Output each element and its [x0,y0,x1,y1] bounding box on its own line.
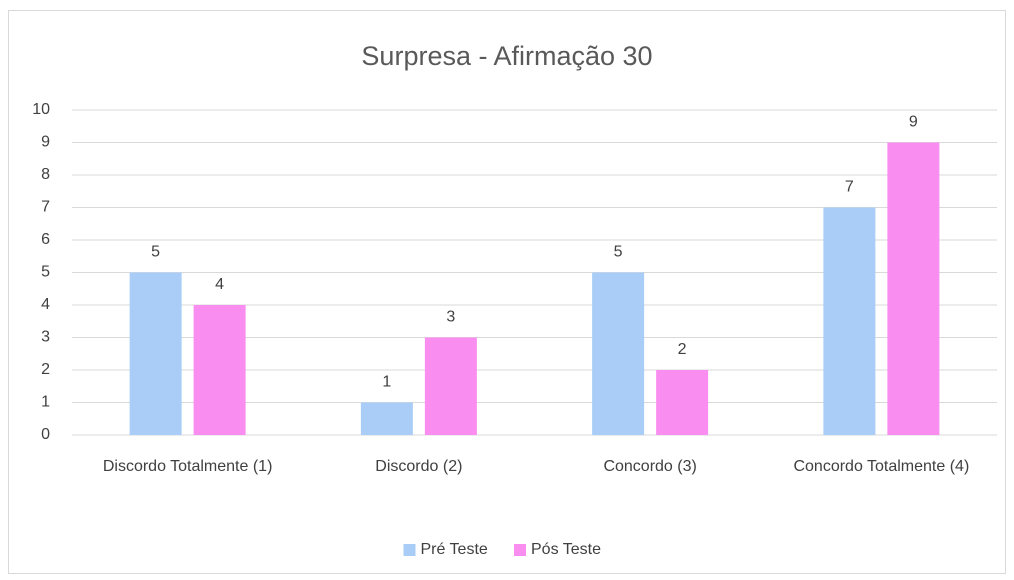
y-tick-label: 7 [41,199,50,216]
y-tick-label: 3 [41,329,50,346]
legend-swatch [514,544,526,556]
bar [887,142,940,435]
bar [823,207,876,435]
y-tick-label: 9 [41,134,50,151]
bar [193,305,246,435]
data-label: 7 [845,179,854,196]
x-tick-label: Discordo (2) [375,458,463,475]
x-tick-label: Concordo (3) [603,458,697,475]
data-label: 3 [446,309,455,326]
y-tick-label: 0 [41,426,50,443]
y-tick-label: 10 [32,101,50,118]
chart-title: Surpresa - Afirmação 30 [361,41,652,71]
data-label: 2 [678,341,687,358]
bar [592,272,645,435]
y-tick-label: 1 [41,394,50,411]
bar [360,402,413,435]
y-tick-label: 4 [41,296,50,313]
data-label: 4 [215,276,224,293]
bar [129,272,182,435]
y-tick-label: 6 [41,231,50,248]
y-tick-label: 5 [41,264,50,281]
legend-swatch [403,544,416,556]
data-label: 9 [909,114,918,131]
bar [656,370,709,435]
y-tick-label: 8 [41,166,50,183]
data-label: 5 [614,244,623,261]
y-tick-label: 2 [41,361,50,378]
legend-label: Pós Teste [531,541,601,558]
legend-label: Pré Teste [421,541,488,558]
bar [424,337,477,435]
data-label: 5 [151,244,160,261]
x-tick-label: Discordo Totalmente (1) [102,458,273,475]
x-tick-label: Concordo Totalmente (4) [793,458,970,475]
data-label: 1 [382,374,391,391]
